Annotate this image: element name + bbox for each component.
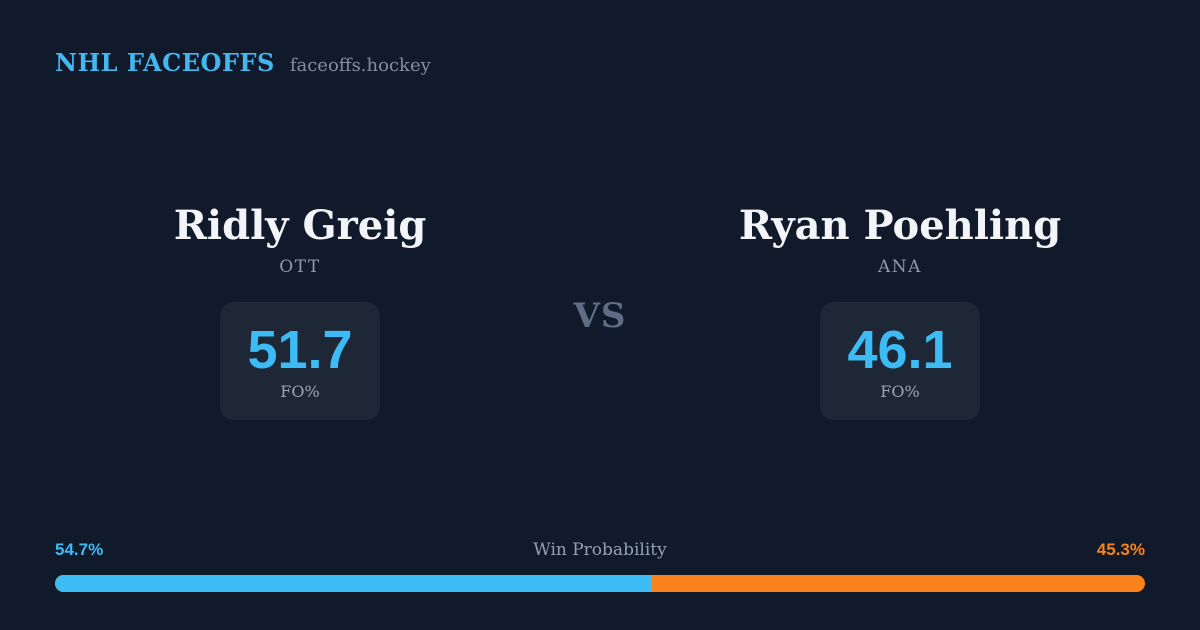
win-probability-bar — [55, 575, 1145, 592]
win-probability-bar-left-segment — [55, 575, 652, 592]
header: NHL FACEOFFS faceoffs.hockey — [55, 48, 431, 77]
player-name: Ridly Greig — [173, 202, 427, 249]
stat-value: 46.1 — [847, 319, 953, 380]
stat-label: FO% — [880, 381, 920, 401]
player-name: Ryan Poehling — [738, 202, 1062, 249]
win-probability-right-pct: 45.3% — [1096, 540, 1145, 559]
player-team: ANA — [878, 257, 922, 277]
stat-label: FO% — [280, 381, 320, 401]
vs-label: VS — [573, 296, 627, 336]
player-card-right: Ryan Poehling ANA 46.1 FO% — [700, 202, 1100, 420]
player-card-left: Ridly Greig OTT 51.7 FO% — [100, 202, 500, 420]
stat-value: 51.7 — [247, 319, 353, 380]
win-probability-section: 54.7% Win Probability 45.3% — [55, 540, 1145, 592]
player-team: OTT — [279, 257, 321, 277]
win-probability-left-pct: 54.7% — [55, 540, 104, 559]
brand-title: NHL FACEOFFS — [55, 48, 275, 77]
stat-box: 46.1 FO% — [820, 302, 980, 420]
stat-box: 51.7 FO% — [220, 302, 380, 420]
site-domain: faceoffs.hockey — [289, 55, 431, 76]
win-probability-labels: 54.7% Win Probability 45.3% — [55, 540, 1145, 564]
win-probability-title: Win Probability — [533, 540, 667, 560]
